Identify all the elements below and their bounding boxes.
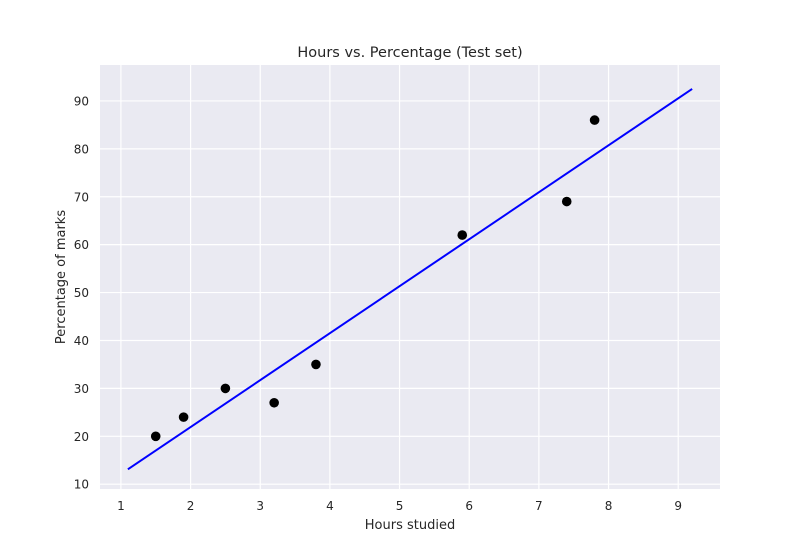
y-tick-label: 30 (74, 382, 89, 396)
data-point (311, 359, 321, 370)
y-tick-label: 80 (74, 142, 89, 156)
x-axis-label: Hours studied (365, 518, 455, 533)
x-tick-label: 2 (187, 499, 195, 513)
y-tick-label: 40 (74, 334, 89, 348)
data-point (150, 431, 161, 442)
data-points (150, 115, 600, 442)
y-tick-label: 20 (74, 430, 89, 444)
y-axis-label: Percentage of marks (54, 210, 69, 344)
x-tick-label: 5 (396, 499, 404, 513)
chart-title: Hours vs. Percentage (Test set) (297, 45, 522, 61)
data-point (220, 383, 231, 394)
data-point (269, 397, 279, 408)
x-tick-label: 8 (605, 499, 613, 513)
data-point (561, 196, 572, 207)
x-tick-label: 3 (256, 499, 264, 513)
y-tick-label: 70 (74, 190, 89, 204)
regression-line (127, 88, 693, 471)
data-point (457, 230, 468, 240)
x-tick-label: 1 (117, 499, 125, 513)
y-tick-label: 90 (74, 94, 89, 108)
grid-lines (100, 65, 720, 489)
x-tick-label: 4 (326, 499, 334, 513)
y-tick-label: 50 (74, 286, 89, 300)
x-tick-label: 6 (465, 499, 473, 513)
x-tick-label: 7 (535, 499, 543, 513)
y-tick-label: 10 (74, 478, 89, 492)
x-tick-label: 9 (674, 499, 682, 513)
data-point (178, 412, 189, 422)
y-tick-label: 60 (74, 238, 89, 252)
x-tick-labels: 1 2 3 4 5 6 7 8 9 (117, 499, 682, 513)
y-tick-labels: 10 20 30 40 50 60 70 80 90 (74, 94, 89, 491)
data-point (589, 115, 600, 125)
